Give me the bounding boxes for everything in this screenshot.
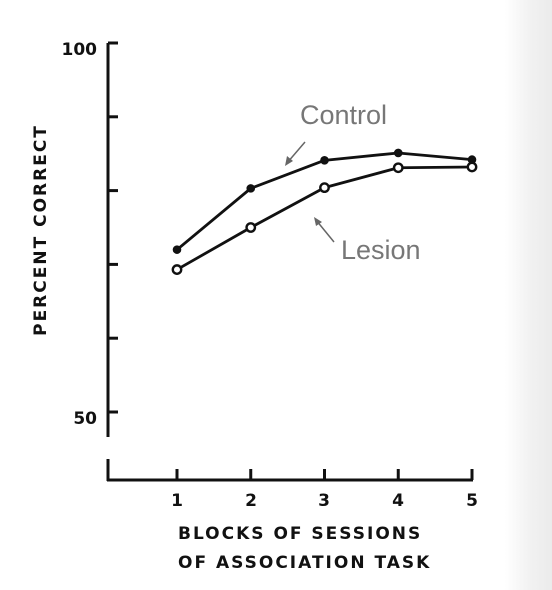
y-tick-label-50: 50 <box>73 409 97 429</box>
right-edge-shade <box>505 0 552 590</box>
x-axis-title-line-2: OF ASSOCIATION TASK <box>178 553 431 573</box>
control-point-3 <box>320 156 329 165</box>
series-layer <box>171 148 478 275</box>
lesion-point-5 <box>466 161 478 173</box>
x-tick-label-1: 1 <box>171 491 183 511</box>
lesion-annotation-arrowhead <box>314 217 322 226</box>
lesion-point-2 <box>245 222 257 233</box>
x-tick-label-3: 3 <box>318 491 330 511</box>
control-point-4 <box>393 148 403 158</box>
control-annotation-arrowhead <box>285 156 293 166</box>
lesion-point-4 <box>392 162 404 174</box>
control-point-2 <box>246 184 256 193</box>
y-axis-title: PERCENT CORRECT <box>31 124 51 336</box>
control-annotation-label: Control <box>300 100 387 130</box>
lesion-annotation-label: Lesion <box>341 235 421 265</box>
lesion-point-1 <box>171 264 183 275</box>
control-point-1 <box>172 245 182 254</box>
lesion-point-3 <box>319 182 330 194</box>
y-tick-label-100: 100 <box>62 40 98 60</box>
x-tick-label-2: 2 <box>245 491 257 511</box>
y-axis-ticks <box>108 41 118 414</box>
x-axis-ticks <box>175 469 474 480</box>
x-tick-label-5: 5 <box>466 491 478 511</box>
x-axis-title-line-1: BLOCKS OF SESSIONS <box>178 524 422 544</box>
x-tick-label-4: 4 <box>392 491 404 511</box>
